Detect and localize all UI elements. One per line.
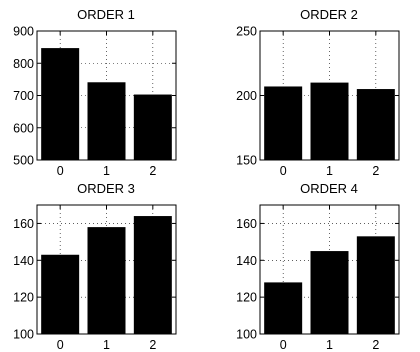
panel-order-4: ORDER 4 100 120 140 160 0 1 2 <box>236 181 400 352</box>
bar <box>133 216 172 334</box>
y-tick-label: 140 <box>236 254 257 268</box>
bar <box>41 48 80 160</box>
y-tick-label: 160 <box>13 217 34 231</box>
y-tick-label: 500 <box>13 154 34 168</box>
y-tick-label: 900 <box>13 25 34 39</box>
bar <box>310 82 349 160</box>
bar <box>310 251 349 334</box>
y-tick-label: 140 <box>13 254 34 268</box>
x-tick-label: 0 <box>280 338 287 352</box>
plot-area: 100 120 140 160 0 1 2 <box>13 204 177 352</box>
x-tick-label: 2 <box>149 164 156 178</box>
y-tick-label: 120 <box>13 291 34 305</box>
y-tick-label: 120 <box>236 291 257 305</box>
x-tick-label: 2 <box>149 338 156 352</box>
bar <box>356 236 395 334</box>
x-tick-label: 1 <box>326 338 333 352</box>
panel-title: ORDER 3 <box>77 181 135 196</box>
y-tick-label: 600 <box>13 121 34 135</box>
y-tick-label: 700 <box>13 89 34 103</box>
y-tick-label: 200 <box>236 89 257 103</box>
bar <box>264 86 303 160</box>
x-tick-label: 0 <box>280 164 287 178</box>
y-tick-label: 250 <box>236 25 257 39</box>
x-tick-label: 0 <box>57 164 64 178</box>
x-tick-label: 1 <box>103 164 110 178</box>
panel-order-3: ORDER 3 100 120 140 160 0 1 2 <box>13 181 177 352</box>
y-tick-label: 160 <box>236 217 257 231</box>
panel-order-1: ORDER 1 500 600 700 800 900 0 1 2 <box>13 7 177 178</box>
panel-title: ORDER 4 <box>300 181 358 196</box>
x-tick-label: 2 <box>372 164 379 178</box>
panel-title: ORDER 2 <box>300 7 358 22</box>
x-tick-label: 0 <box>57 338 64 352</box>
plot-area: 150 200 250 0 1 2 <box>236 25 400 178</box>
panel-order-2: ORDER 2 150 200 250 0 1 2 <box>236 7 400 178</box>
x-tick-label: 1 <box>103 338 110 352</box>
y-tick-label: 150 <box>236 154 257 168</box>
plot-area: 500 600 700 800 900 0 1 2 <box>13 25 177 178</box>
bar <box>87 227 126 334</box>
bar <box>356 89 395 160</box>
bar <box>264 282 303 334</box>
panel-title: ORDER 1 <box>77 7 135 22</box>
y-tick-label: 100 <box>236 328 257 342</box>
y-tick-label: 800 <box>13 57 34 71</box>
bar <box>133 94 172 160</box>
bar <box>87 82 126 160</box>
bar <box>41 254 80 334</box>
x-tick-label: 1 <box>326 164 333 178</box>
plot-area: 100 120 140 160 0 1 2 <box>236 204 400 352</box>
y-tick-label: 100 <box>13 328 34 342</box>
x-tick-label: 2 <box>372 338 379 352</box>
